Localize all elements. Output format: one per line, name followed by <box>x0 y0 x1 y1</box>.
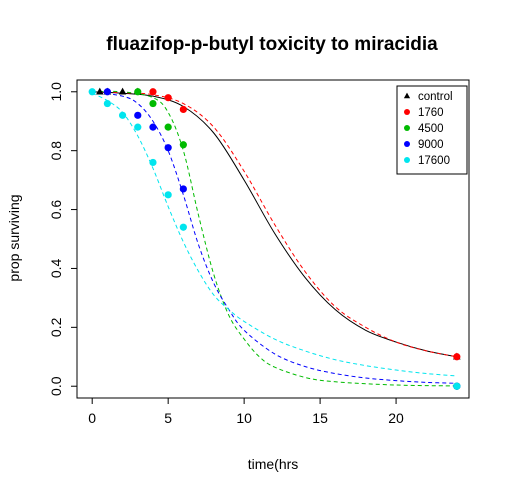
y-tick-label: 0.0 <box>48 376 64 396</box>
legend-label-1760: 1760 <box>418 107 444 119</box>
x-axis-label: time(hrs <box>248 456 299 472</box>
data-point-4500 <box>149 99 157 108</box>
data-point-17600 <box>164 191 172 199</box>
legend-label-control: control <box>418 91 453 103</box>
fit-curve-control <box>92 91 457 358</box>
data-point-1760 <box>149 88 157 96</box>
x-tick-label: 20 <box>388 410 404 426</box>
x-axis: 0 5 10 15 20 <box>88 398 404 426</box>
data-point-4500 <box>164 123 172 131</box>
data-point-9000 <box>164 144 172 152</box>
legend-label-4500: 4500 <box>418 123 444 135</box>
y-tick-label: 0.6 <box>48 200 64 220</box>
legend: control 1760 4500 9000 17600 <box>396 85 468 175</box>
data-point-9000 <box>103 88 111 96</box>
legend-marker-9000 <box>404 141 410 147</box>
legend-marker-1760 <box>404 109 410 115</box>
data-point-9000 <box>179 185 187 193</box>
fit-curve-1760 <box>92 91 457 358</box>
data-point-17600 <box>88 88 96 96</box>
y-tick-label: 0.4 <box>48 259 64 279</box>
legend-marker-17600 <box>404 157 410 163</box>
x-tick-label: 10 <box>236 410 252 426</box>
data-point-17600 <box>149 158 157 167</box>
data-point-9000 <box>149 123 157 131</box>
data-points <box>88 87 461 390</box>
plot-area-frame <box>76 79 470 399</box>
y-tick-label: 1.0 <box>48 82 64 102</box>
data-point-17600 <box>134 123 142 131</box>
data-point-17600 <box>453 382 461 390</box>
fit-curve-4500 <box>92 90 457 387</box>
data-point-1760 <box>164 94 172 102</box>
y-tick-label: 0.2 <box>48 317 64 337</box>
data-point-4500 <box>179 141 187 149</box>
legend-label-17600: 17600 <box>418 155 450 167</box>
legend-marker-control <box>403 92 411 99</box>
data-point-1760 <box>453 353 461 361</box>
data-point-9000 <box>134 111 142 119</box>
x-tick-label: 5 <box>164 410 172 426</box>
fit-curves <box>91 90 457 387</box>
data-point-4500 <box>134 88 142 96</box>
y-axis-label: prop surviving <box>6 194 22 281</box>
data-point-17600 <box>179 223 187 231</box>
fit-curve-17600 <box>91 92 457 377</box>
x-tick-label: 15 <box>312 410 328 426</box>
x-tick-label: 0 <box>88 410 96 426</box>
chart-title: fluazifop-p-butyl toxicity to miracidia <box>106 34 438 55</box>
y-tick-label: 0.8 <box>48 141 64 161</box>
data-point-control <box>118 87 127 95</box>
data-point-control <box>96 87 104 95</box>
legend-marker-4500 <box>404 125 410 131</box>
data-point-17600 <box>118 111 127 119</box>
y-axis: 0.0 0.2 0.4 0.6 0.8 1.0 <box>48 82 77 396</box>
data-point-17600 <box>103 99 111 108</box>
data-point-1760 <box>179 105 187 114</box>
legend-label-9000: 9000 <box>418 139 444 151</box>
